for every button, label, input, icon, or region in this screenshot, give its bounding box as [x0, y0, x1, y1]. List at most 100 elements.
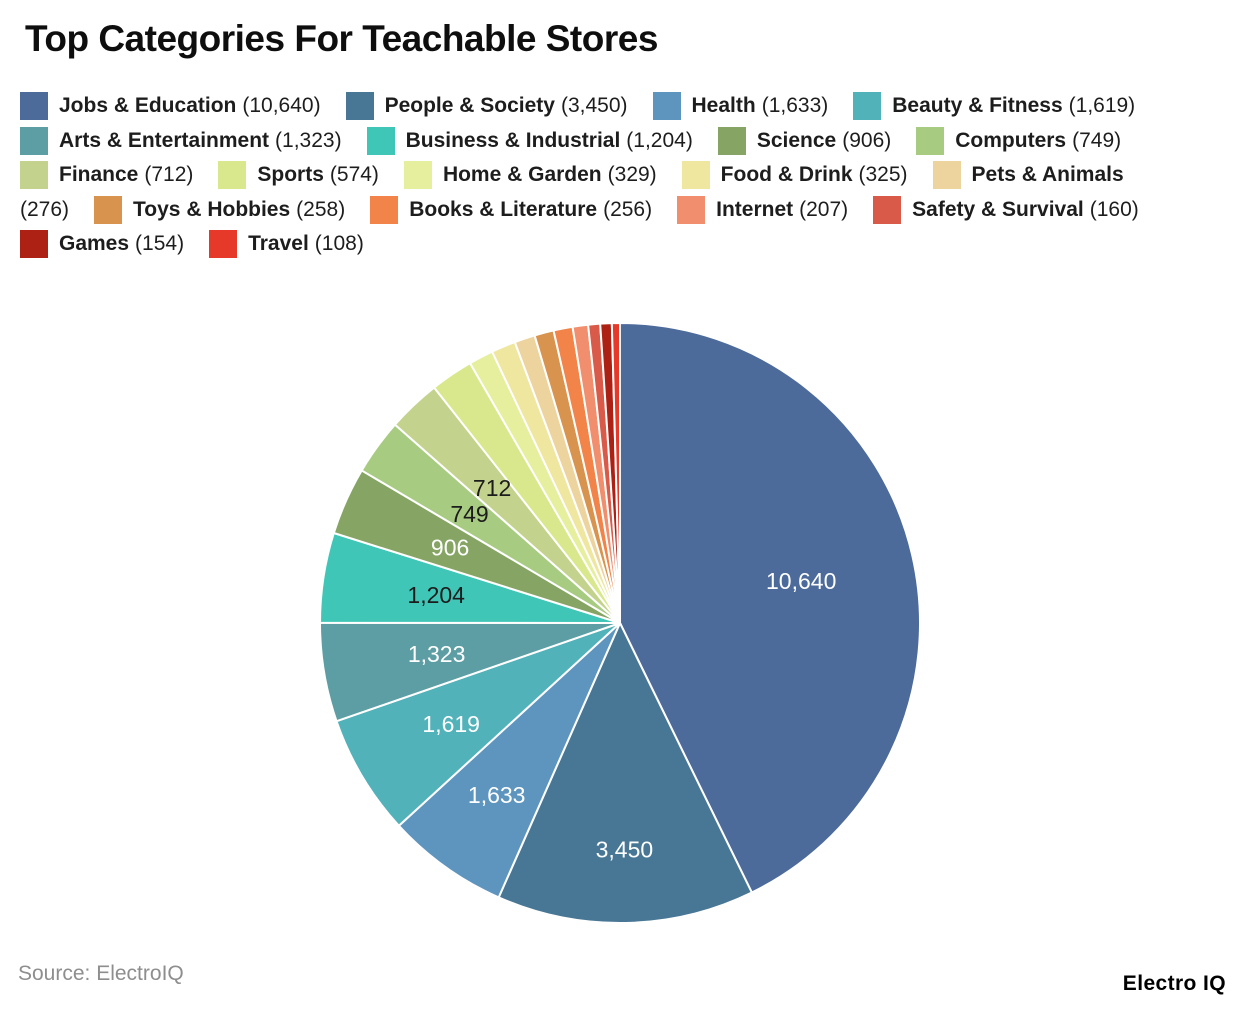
pie-slice: [497, 622, 753, 924]
legend-label: Food & Drink: [720, 163, 853, 186]
legend-swatch: [681, 161, 710, 189]
legend-label: Science: [756, 128, 837, 152]
legend-value: (276): [20, 197, 70, 221]
legend-item: Food & Drink (325): [681, 161, 908, 189]
legend-value: (160): [1089, 197, 1139, 221]
pie-slice: [610, 321, 621, 624]
legend-value: (1,323): [275, 128, 342, 152]
legend-value: (329): [607, 163, 657, 186]
legend-swatch: [652, 92, 681, 120]
legend-swatch: [916, 126, 945, 155]
legend-swatch: [209, 230, 238, 258]
legend-item: Arts & Entertainment (1,323): [20, 126, 342, 155]
legend-label: Beauty & Fitness: [892, 94, 1063, 117]
legend-swatch: [94, 195, 123, 224]
legend-label: Books & Literature: [409, 197, 598, 221]
legend-swatch: [366, 126, 395, 155]
pie-slice-label: 3,450: [596, 837, 654, 863]
legend-item: Sports (574): [218, 161, 379, 189]
legend-label: Sports: [257, 163, 324, 186]
legend-item: Computers (749): [916, 126, 1122, 155]
legend-value: (108): [314, 232, 364, 255]
legend-label: Games: [59, 232, 130, 255]
legend-value: (154): [135, 232, 185, 255]
pie-slice: [397, 622, 621, 899]
legend-value: (258): [296, 197, 346, 221]
pie-slice-label: 1,633: [468, 782, 526, 808]
legend-line: Arts & Entertainment (1,323) Business & In…: [20, 126, 1225, 155]
legend-swatch: [20, 92, 48, 120]
legend-item: Health (1,633): [652, 92, 829, 120]
legend-label: Safety & Survival: [912, 197, 1084, 221]
legend-value: (256): [603, 197, 653, 221]
legend-item: (276): [20, 198, 69, 222]
legend-label: Finance: [59, 163, 139, 186]
legend-value: (207): [799, 197, 849, 221]
legend-label: Toys & Hobbies: [133, 197, 291, 221]
legend-swatch: [853, 92, 882, 120]
source-note: Source: ElectroIQ: [18, 962, 184, 985]
pie-slice-label: 1,204: [407, 582, 465, 608]
pie-slice-label: 1,323: [408, 641, 466, 667]
legend-line: Jobs & Education (10,640) People & Society…: [20, 92, 1225, 120]
legend-label: Jobs & Education: [59, 94, 237, 117]
legend-value: (712): [144, 163, 194, 186]
legend-value: (1,633): [761, 94, 829, 117]
legend-line: Games (154) Travel (108): [20, 230, 1225, 258]
legend-label: Internet: [716, 197, 794, 221]
legend-item: Home & Garden (329): [403, 161, 657, 189]
legend-item: Finance (712): [20, 161, 193, 189]
legend-label: Travel: [248, 232, 309, 255]
legend-value: (574): [329, 163, 379, 186]
legend-value: (1,619): [1068, 94, 1136, 117]
legend-line: Finance (712) Sports (574) Home & Garden (329…: [20, 161, 1225, 189]
legend-swatch: [873, 195, 902, 224]
legend-line: (276) Toys & Hobbies (258) Books & Literatu…: [20, 195, 1225, 224]
legend-label: Pets & Animals: [971, 163, 1124, 186]
legend-value: (325): [858, 163, 908, 186]
legend-item: Safety & Survival (160): [873, 195, 1139, 224]
pie-slice-label: 1,619: [422, 711, 480, 737]
pie-slice-label: 712: [473, 475, 511, 501]
legend-label: Arts & Entertainment: [59, 128, 270, 152]
legend-item: Internet (207): [677, 195, 849, 224]
legend-label: Health: [691, 94, 756, 117]
legend-item: Travel (108): [209, 230, 364, 258]
legend-swatch: [932, 161, 961, 189]
brand-logo: Electro IQ: [1122, 972, 1226, 995]
legend-item: Games (154): [20, 230, 184, 258]
pie-slice: [619, 322, 921, 894]
pie-slice-label: 10,640: [766, 568, 836, 594]
legend: Jobs & Education (10,640) People & Society…: [20, 92, 1225, 265]
legend-item: Beauty & Fitness (1,619): [853, 92, 1135, 120]
pie-slice: [335, 622, 621, 827]
legend-swatch: [403, 161, 432, 189]
pie-slice-label: 906: [431, 534, 469, 560]
legend-label: Computers: [955, 128, 1067, 152]
legend-swatch: [20, 230, 48, 258]
legend-value: (749): [1072, 128, 1122, 152]
legend-item: Business & Industrial (1,204): [366, 126, 693, 155]
legend-label: Home & Garden: [442, 163, 602, 186]
legend-swatch: [717, 126, 746, 155]
chart-title: Top Categories For Teachable Stores: [25, 18, 658, 59]
legend-swatch: [218, 161, 247, 189]
legend-label: People & Society: [384, 94, 555, 117]
legend-swatch: [677, 195, 706, 224]
legend-value: (1,204): [626, 128, 693, 152]
legend-swatch: [345, 92, 374, 120]
legend-swatch: [20, 126, 48, 155]
legend-item: People & Society (3,450): [345, 92, 628, 120]
legend-swatch: [370, 195, 399, 224]
legend-item: Toys & Hobbies (258): [94, 195, 346, 224]
legend-item: Jobs & Education (10,640): [20, 92, 321, 120]
pie-slice-label: 749: [450, 501, 488, 527]
legend-swatch: [20, 161, 48, 189]
legend-item: Books & Literature (256): [370, 195, 653, 224]
legend-value: (906): [842, 128, 892, 152]
legend-item: Pets & Animals: [932, 161, 1124, 189]
legend-value: (3,450): [560, 94, 628, 117]
legend-item: Science (906): [717, 126, 892, 155]
